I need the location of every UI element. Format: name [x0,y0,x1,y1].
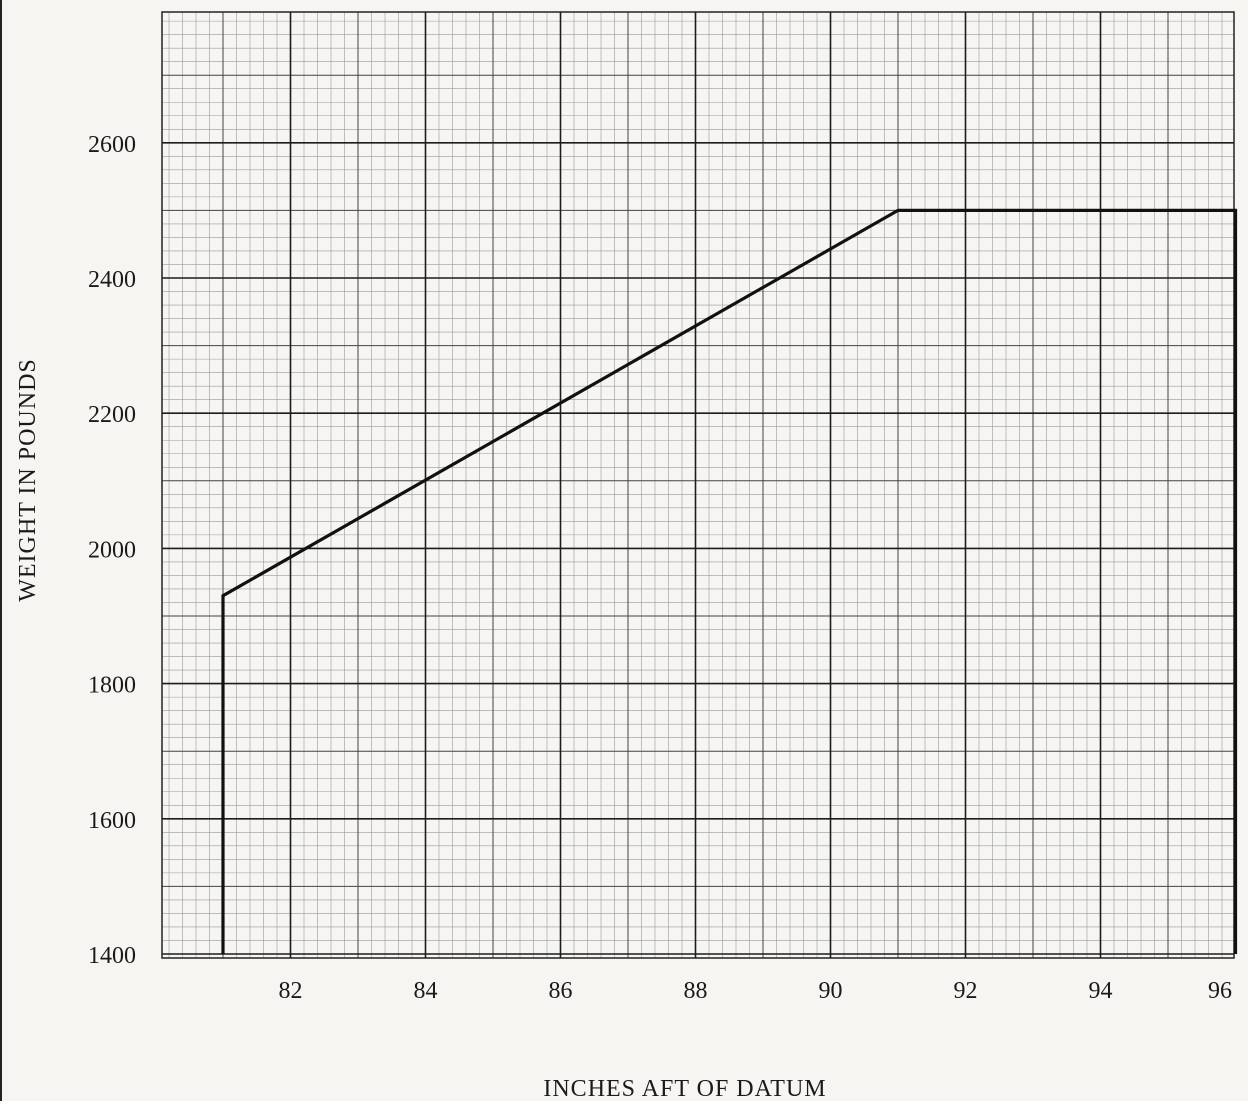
x-tick-label: 96 [1208,978,1232,1004]
x-tick-label: 90 [819,978,843,1004]
series-layer [221,208,1238,954]
y-tick-label: 2600 [88,132,136,158]
x-tick-label: 88 [684,978,708,1004]
y-tick-label: 2400 [88,267,136,293]
major-grid [162,12,1234,958]
y-tick-label: 1400 [88,943,136,969]
envelope-line-series-0 [221,208,1238,954]
x-axis-tick-labels: 82 84 86 88 90 92 94 96 [279,978,1233,1004]
y-axis-tick-labels: 1400 1600 1800 2000 2200 2400 2600 [88,132,136,969]
y-tick-label: 2200 [88,402,136,428]
x-tick-label: 92 [954,978,978,1004]
y-tick-label: 1800 [88,673,136,699]
x-tick-label: 86 [549,978,573,1004]
y-tick-label: 2000 [88,537,136,563]
x-tick-label: 82 [279,978,303,1004]
x-tick-label: 94 [1089,978,1113,1004]
minor-grid [162,12,1234,958]
y-tick-label: 1600 [88,808,136,834]
y-axis-title: WEIGHT IN POUNDS [15,358,41,602]
x-tick-label: 84 [414,978,438,1004]
x-axis-title: INCHES AFT OF DATUM [543,1076,826,1101]
